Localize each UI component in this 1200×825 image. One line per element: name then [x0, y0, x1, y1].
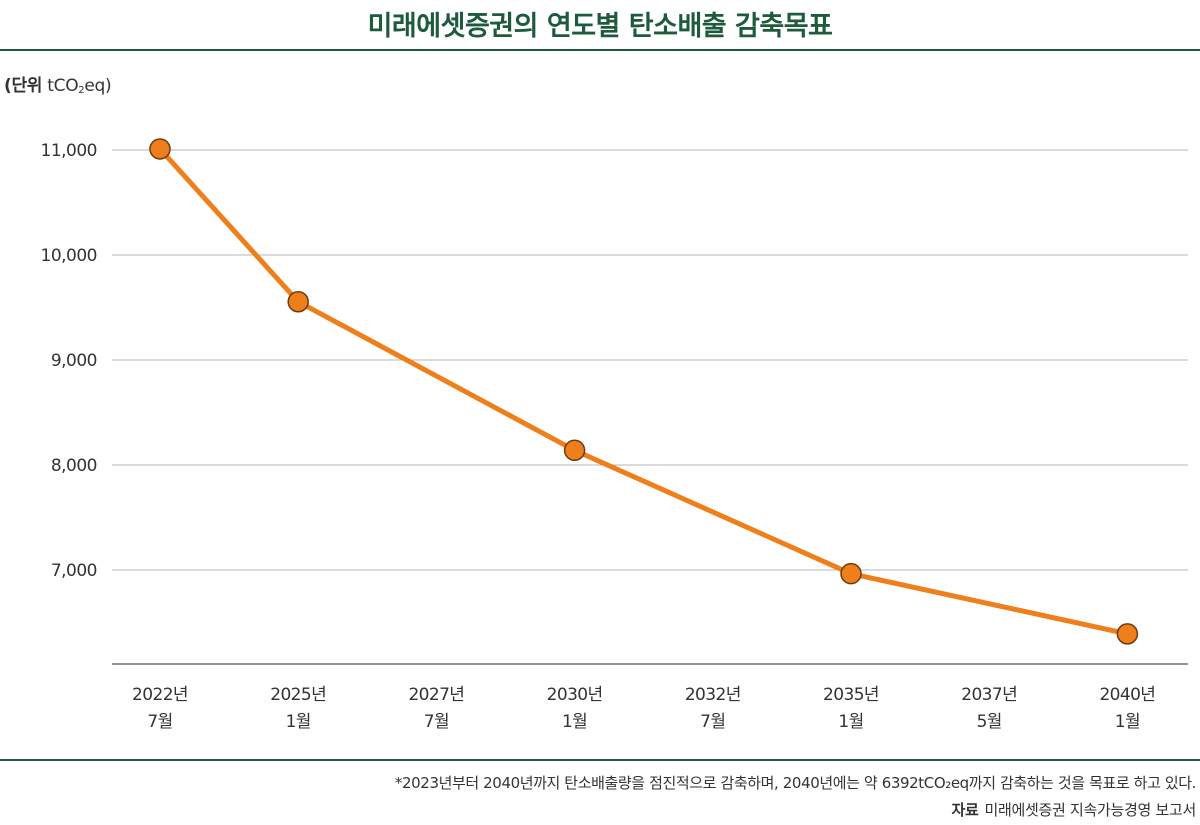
data-point-2	[563, 439, 586, 462]
x-tick-label: 1월	[286, 712, 311, 732]
series-line	[157, 146, 1130, 637]
data-point-4	[1116, 623, 1139, 645]
data-point-1	[287, 290, 309, 313]
y-tick-label: 10,000	[41, 246, 97, 266]
x-tick-label: 1월	[562, 712, 587, 732]
unit-value-prefix: tCO	[47, 76, 79, 96]
unit-subscript: 2	[78, 85, 85, 96]
unit-value-suffix: eq)	[84, 76, 112, 96]
bottom-rule	[0, 759, 1200, 761]
x-tick-label: 1월	[838, 712, 863, 732]
unit-label: (단위 tCO2eq)	[4, 71, 112, 96]
y-tick-label: 11,000	[41, 141, 97, 161]
top-rule	[0, 49, 1200, 51]
unit-label-prefix: (단위	[4, 76, 43, 96]
x-tick-label: 2040년	[1099, 685, 1155, 705]
line-chart: 11,000 10,000 9,000 8,000 7,000 2022년 7월 2025년 1…	[41, 138, 1188, 732]
x-tick-label: 2022년	[132, 685, 188, 705]
data-point-3	[840, 562, 862, 585]
y-tick-label: 9,000	[51, 351, 97, 371]
x-tick-label: 2037년	[961, 685, 1017, 705]
source-text: 미래에셋증권 지속가능경영 보고서	[984, 801, 1197, 819]
x-tick-label: 2032년	[685, 685, 741, 705]
x-tick-label: 1월	[1115, 712, 1140, 732]
x-tick-label: 2027년	[408, 685, 464, 705]
source-label: 자료	[951, 801, 979, 819]
x-tick-label: 5월	[977, 712, 1002, 732]
y-tick-label: 8,000	[51, 456, 97, 476]
source-credit: 자료 미래에셋증권 지속가능경영 보고서	[951, 799, 1197, 820]
x-tick-label: 2035년	[823, 685, 879, 705]
chart-title: 미래에셋증권의 연도별 탄소배출 감축목표	[367, 11, 833, 42]
x-tick-label: 7월	[700, 712, 725, 732]
x-tick-label: 7월	[424, 712, 449, 732]
x-tick-label: 2030년	[547, 685, 603, 705]
footnote: *2023년부터 2040년까지 탄소배출량을 점진적으로 감축하며, 2040…	[394, 774, 1196, 792]
y-tick-label: 7,000	[51, 561, 97, 581]
x-tick-label: 2025년	[270, 685, 326, 705]
data-point-0	[149, 138, 171, 160]
x-tick-label: 7월	[147, 712, 172, 732]
